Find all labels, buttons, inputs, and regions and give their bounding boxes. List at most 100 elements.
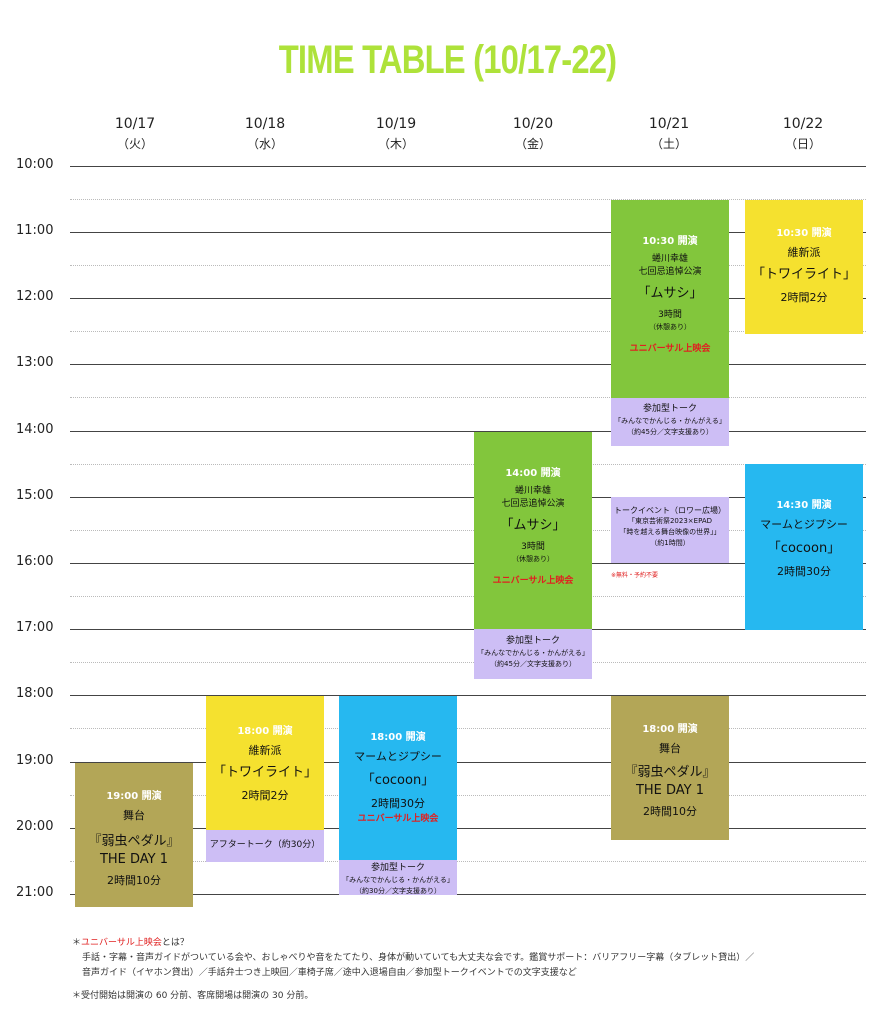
- footnote-question: とは？: [161, 938, 189, 948]
- event-start-time: 18:00 開演: [370, 732, 426, 743]
- event-duration: 2時間30分: [777, 565, 831, 578]
- grid-half-line: [70, 596, 866, 597]
- time-label: 19:00: [16, 753, 54, 768]
- event-subtitle: 七回忌追悼公演: [638, 267, 702, 277]
- event-block-twilight-1018[interactable]: 18:00 開演 維新派 「トワイライト」 2時間2分: [206, 696, 324, 830]
- universal-badge: ユニバーサル上映会: [629, 344, 711, 354]
- event-company: 維新派: [787, 246, 821, 259]
- event-block-twilight-1022[interactable]: 10:30 開演 維新派 「トワイライト」 2時間2分: [745, 200, 863, 334]
- free-admission-note: ※無料・予約不要: [611, 572, 659, 579]
- talk-block-participatory-1019[interactable]: 参加型トーク 「みんなでかんじる・かんがえる」 （約30分／文字支援あり）: [339, 860, 457, 895]
- event-duration: 2時間2分: [780, 291, 828, 304]
- event-title: 「ムサシ」: [500, 518, 566, 533]
- day-date: 10/20: [512, 116, 554, 132]
- footnote-reception: ＊受付開始は開演の 60 分前、客席開場は開演の 30 分前。: [72, 991, 314, 1001]
- event-title: 「トワイライト」: [751, 267, 856, 282]
- event-duration: 2時間10分: [643, 805, 697, 818]
- grid-line: [70, 166, 866, 167]
- event-company: 維新派: [248, 744, 282, 757]
- day-weekday: （日）: [784, 137, 821, 151]
- talk-note: （約45分／文字支援あり）: [490, 660, 576, 668]
- event-duration: 2時間30分: [371, 797, 425, 810]
- grid-half-line: [70, 728, 866, 729]
- event-block-yowamushi-1021[interactable]: 18:00 開演 舞台 『弱虫ペダル』 THE DAY 1 2時間10分: [611, 696, 729, 840]
- event-block-cocoon-1019[interactable]: 18:00 開演 マームとジプシー 「cocoon」 2時間30分 ユニバーサル…: [339, 696, 457, 860]
- time-label: 14:00: [16, 422, 54, 437]
- grid-line: [70, 629, 866, 630]
- event-start-time: 14:00 開演: [505, 468, 561, 479]
- time-label: 16:00: [16, 554, 54, 569]
- event-duration: 3時間: [658, 310, 682, 320]
- universal-badge: ユニバーサル上映会: [357, 814, 439, 824]
- event-start-time: 19:00 開演: [106, 791, 162, 802]
- event-title-sub: THE DAY 1: [99, 852, 169, 867]
- footnote-line: ＊ユニバーサル上映会とは？: [72, 936, 872, 951]
- grid-half-line: [70, 265, 866, 266]
- event-category: 舞台: [123, 809, 145, 822]
- event-company: マームとジプシー: [354, 750, 442, 763]
- time-label: 12:00: [16, 289, 54, 304]
- talk-title: 参加型トーク: [370, 863, 425, 873]
- event-title-sub: THE DAY 1: [635, 783, 705, 798]
- talk-block-participatory-1021[interactable]: 参加型トーク 「みんなでかんじる・かんがえる」 （約45分／文字支援あり）: [611, 398, 729, 446]
- talk-subtitle: 「みんなでかんじる・かんがえる」: [614, 417, 726, 425]
- time-label: 15:00: [16, 488, 54, 503]
- event-block-yowamushi-1017[interactable]: 19:00 開演 舞台 『弱虫ペダル』 THE DAY 1 2時間10分: [75, 763, 193, 907]
- talk-block-epad-1021[interactable]: トークイベント（ロワー広場） 「東京芸術祭2023×EPAD 「時を越える舞台映…: [611, 497, 729, 563]
- day-date: 10/18: [244, 116, 286, 132]
- event-duration: 3時間: [521, 542, 545, 552]
- event-start-time: 14:30 開演: [776, 500, 832, 511]
- talk-label: アフタートーク（約30分）: [209, 840, 321, 850]
- grid-half-line: [70, 397, 866, 398]
- grid-half-line: [70, 795, 866, 796]
- day-header-1019: 10/19 （木）: [331, 114, 461, 154]
- talk-subtitle-2: 「時を越える舞台映像の世界」」: [619, 528, 721, 536]
- time-label: 10:00: [16, 157, 54, 172]
- day-header-1020: 10/20 （金）: [468, 114, 598, 154]
- grid-line: [70, 431, 866, 432]
- event-director: 蜷川幸雄: [651, 254, 688, 264]
- talk-block-participatory-1020[interactable]: 参加型トーク 「みんなでかんじる・かんがえる」 （約45分／文字支援あり）: [474, 629, 592, 679]
- time-label: 20:00: [16, 819, 54, 834]
- talk-note: （約30分／文字支援あり）: [355, 887, 441, 895]
- grid-half-line: [70, 861, 866, 862]
- day-date: 10/21: [648, 116, 690, 132]
- talk-note: （約45分／文字支援あり）: [627, 428, 713, 436]
- footnote-universal: ＊ユニバーサル上映会とは？ 手話・字幕・音声ガイドがついている会や、おしゃべりや…: [72, 936, 872, 981]
- event-block-cocoon-1022[interactable]: 14:30 開演 マームとジプシー 「cocoon」 2時間30分: [745, 464, 863, 630]
- footnote-mark: ＊: [72, 938, 82, 948]
- event-title: 「cocoon」: [361, 773, 435, 788]
- event-block-musashi-1020[interactable]: 14:00 開演 蜷川幸雄 七回忌追悼公演 「ムサシ」 3時間 （休憩あり） ユ…: [474, 432, 592, 629]
- event-block-musashi-1021[interactable]: 10:30 開演 蜷川幸雄 七回忌追悼公演 「ムサシ」 3時間 （休憩あり） ユ…: [611, 200, 729, 398]
- time-label: 13:00: [16, 355, 54, 370]
- grid-half-line: [70, 530, 866, 531]
- event-title: 「cocoon」: [767, 541, 841, 556]
- event-title: 「ムサシ」: [637, 286, 703, 301]
- day-date: 10/19: [375, 116, 417, 132]
- footnote-line: 手話・字幕・音声ガイドがついている会や、おしゃべりや音をたてたり、身体が動いてい…: [82, 953, 755, 963]
- universal-badge: ユニバーサル上映会: [492, 576, 574, 586]
- event-director: 蜷川幸雄: [514, 486, 551, 496]
- day-weekday: （金）: [514, 137, 551, 151]
- event-note: （休憩あり）: [512, 555, 554, 563]
- day-date: 10/22: [782, 116, 824, 132]
- time-label: 17:00: [16, 620, 54, 635]
- grid-line: [70, 232, 866, 233]
- event-title: 『弱虫ペダル』: [88, 834, 180, 849]
- grid-line: [70, 762, 866, 763]
- talk-subtitle: 「みんなでかんじる・かんがえる」: [477, 649, 589, 657]
- day-weekday: （火）: [116, 137, 153, 151]
- time-label: 11:00: [16, 223, 54, 238]
- grid-line: [70, 828, 866, 829]
- talk-duration: （約1時間）: [650, 539, 690, 547]
- day-weekday: （木）: [377, 137, 414, 151]
- grid-line: [70, 497, 866, 498]
- day-header-1021: 10/21 （土）: [604, 114, 734, 154]
- talk-title: 参加型トーク: [642, 404, 697, 414]
- time-label: 18:00: [16, 686, 54, 701]
- grid-half-line: [70, 199, 866, 200]
- day-weekday: （土）: [650, 137, 687, 151]
- grid-line: [70, 695, 866, 696]
- talk-block-after-1018[interactable]: アフタートーク（約30分）: [206, 830, 324, 862]
- grid-half-line: [70, 662, 866, 663]
